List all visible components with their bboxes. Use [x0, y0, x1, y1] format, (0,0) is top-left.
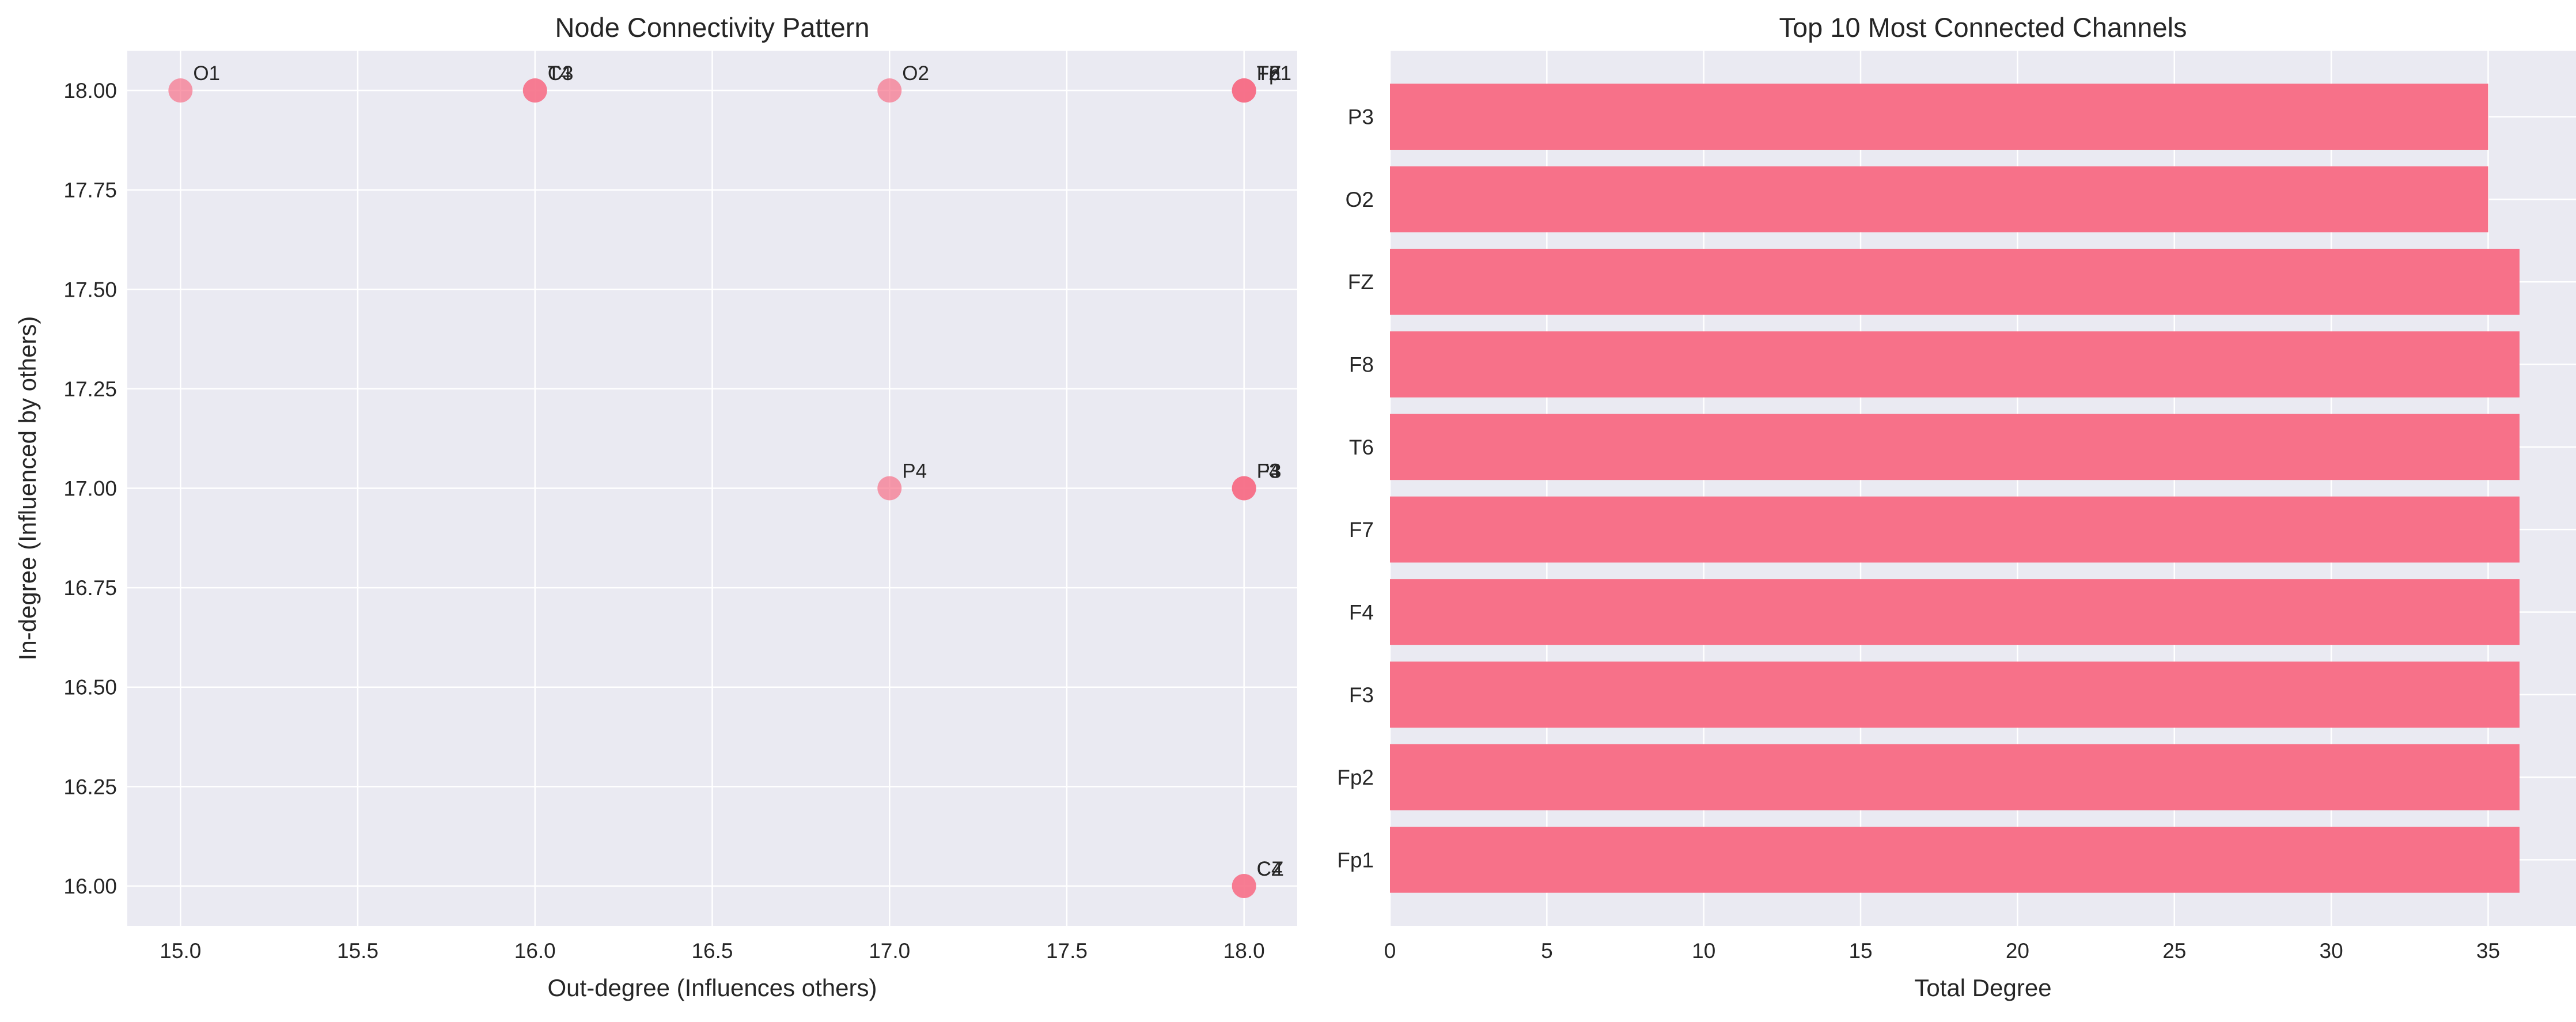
scatter-point-label: C3	[548, 62, 574, 85]
scatter-point-label: O2	[902, 62, 929, 85]
scatter-point	[877, 476, 902, 501]
scatter-point-label: CZ	[1257, 858, 1284, 880]
scatter-point	[522, 78, 547, 103]
scatter-point	[1232, 476, 1256, 501]
scatter-title: Node Connectivity Pattern	[555, 12, 869, 43]
scatter-y-tick-label: 17.25	[63, 377, 117, 401]
scatter-point-label: Fp1	[1257, 62, 1291, 85]
scatter-y-axis-label: In-degree (Influenced by others)	[14, 316, 41, 661]
scatter-point	[168, 78, 193, 103]
scatter-y-tick-label: 17.50	[63, 278, 117, 301]
bar-category-label: Fp2	[1337, 766, 1374, 789]
scatter-point-label: O1	[193, 62, 220, 85]
scatter-y-tick-label: 16.00	[63, 875, 117, 898]
scatter-point	[877, 78, 902, 103]
bar-category-label: F4	[1349, 600, 1374, 624]
scatter-point-label: F8	[1257, 62, 1281, 85]
bar-category-label: F7	[1349, 518, 1374, 542]
bar	[1390, 496, 2520, 563]
bar-title: Top 10 Most Connected Channels	[1779, 12, 2187, 43]
scatter-point-label: P3	[1257, 460, 1282, 483]
bar-x-tick-label: 5	[1541, 939, 1553, 963]
scatter-y-tick-label: 16.75	[63, 576, 117, 600]
bar-x-tick-label: 20	[2006, 939, 2029, 963]
scatter-y-tick-label: 18.00	[63, 79, 117, 103]
scatter-point	[1232, 78, 1256, 103]
scatter-point-label: F3	[1257, 460, 1281, 483]
scatter-point-label: T6	[1257, 62, 1281, 85]
bar-category-label: Fp1	[1337, 848, 1374, 872]
scatter-y-tick-label: 16.50	[63, 676, 117, 699]
scatter-point-label: F4	[1257, 460, 1281, 483]
bar-category-label: F8	[1349, 353, 1374, 377]
scatter-point-label: FZ	[1257, 62, 1282, 85]
bar-category-label: F3	[1349, 683, 1374, 707]
bar-x-tick-label: 10	[1692, 939, 1715, 963]
bar-x-tick-label: 30	[2320, 939, 2343, 963]
scatter-point-label: T4	[548, 62, 571, 85]
scatter-point	[1232, 873, 1256, 898]
bar-x-tick-label: 0	[1384, 939, 1396, 963]
bar-x-tick-label: 35	[2476, 939, 2500, 963]
bar	[1390, 84, 2488, 150]
scatter-x-tick-label: 17.0	[869, 939, 910, 963]
bar	[1390, 827, 2520, 893]
bar	[1390, 248, 2520, 315]
scatter-x-tick-label: 15.0	[160, 939, 201, 963]
bar	[1390, 414, 2520, 480]
bar	[1390, 166, 2488, 233]
bar-x-tick-label: 15	[1848, 939, 1872, 963]
scatter-y-tick-label: 17.75	[63, 179, 117, 202]
scatter-x-tick-label: 18.0	[1223, 939, 1265, 963]
scatter-y-tick-label: 16.25	[63, 775, 117, 798]
scatter-point-label: C4	[1257, 858, 1283, 880]
scatter-x-tick-label: 16.5	[691, 939, 733, 963]
bar	[1390, 579, 2520, 645]
bar-x-tick-label: 25	[2162, 939, 2186, 963]
scatter-x-axis-label: Out-degree (Influences others)	[548, 974, 877, 1001]
bar-x-axis-label: Total Degree	[1914, 974, 2051, 1001]
bar-category-label: O2	[1346, 188, 1374, 211]
scatter-point-label: P4	[902, 460, 927, 483]
scatter-x-tick-label: 16.0	[514, 939, 556, 963]
scatter-x-tick-label: 17.5	[1046, 939, 1088, 963]
scatter-y-tick-label: 17.00	[63, 477, 117, 501]
scatter-x-tick-label: 15.5	[337, 939, 378, 963]
bar	[1390, 661, 2520, 728]
bar	[1390, 744, 2520, 811]
bar-category-label: P3	[1348, 105, 1374, 129]
bar-category-label: FZ	[1348, 270, 1374, 294]
bar-category-label: T6	[1349, 436, 1374, 459]
bar	[1390, 331, 2520, 398]
